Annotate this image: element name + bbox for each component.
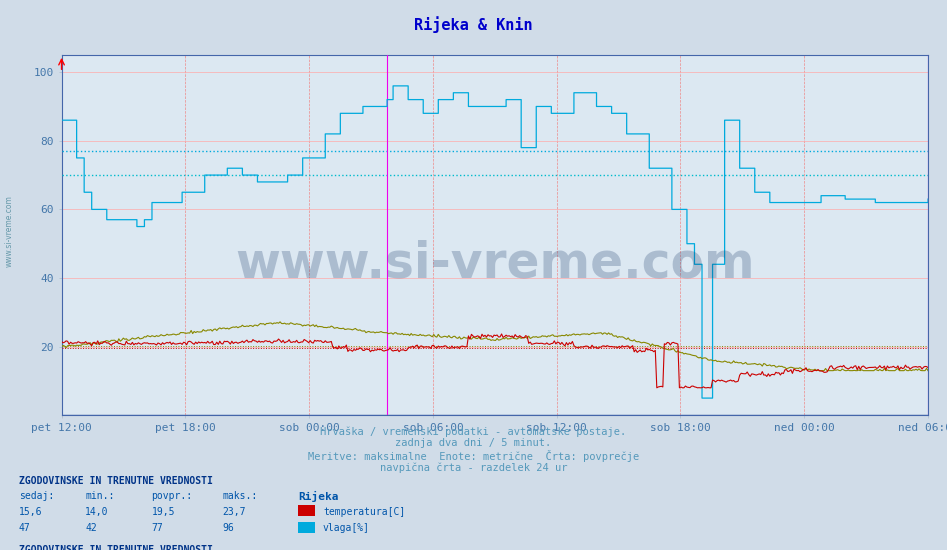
Text: 96: 96 [223, 523, 234, 533]
Text: povpr.:: povpr.: [152, 491, 192, 501]
Text: maks.:: maks.: [223, 491, 258, 501]
Text: Meritve: maksimalne  Enote: metrične  Črta: povprečje: Meritve: maksimalne Enote: metrične Črta… [308, 450, 639, 463]
Text: navpična črta - razdelek 24 ur: navpična črta - razdelek 24 ur [380, 463, 567, 473]
Text: zadnja dva dni / 5 minut.: zadnja dva dni / 5 minut. [396, 438, 551, 448]
Text: ZGODOVINSKE IN TRENUTNE VREDNOSTI: ZGODOVINSKE IN TRENUTNE VREDNOSTI [19, 545, 213, 550]
Text: temperatura[C]: temperatura[C] [323, 507, 405, 516]
Text: Rijeka: Rijeka [298, 491, 339, 502]
Text: 77: 77 [152, 523, 163, 533]
Text: 42: 42 [85, 523, 97, 533]
Text: min.:: min.: [85, 491, 115, 501]
Text: Rijeka & Knin: Rijeka & Knin [414, 16, 533, 33]
Text: vlaga[%]: vlaga[%] [323, 523, 370, 533]
Text: 14,0: 14,0 [85, 507, 109, 516]
Text: www.si-vreme.com: www.si-vreme.com [235, 240, 755, 288]
Text: 23,7: 23,7 [223, 507, 246, 516]
Text: www.si-vreme.com: www.si-vreme.com [5, 195, 14, 267]
Text: 47: 47 [19, 523, 30, 533]
Text: 15,6: 15,6 [19, 507, 43, 516]
Text: Hrvaška / vremenski podatki - avtomatske postaje.: Hrvaška / vremenski podatki - avtomatske… [320, 426, 627, 437]
Text: sedaj:: sedaj: [19, 491, 54, 501]
Text: 19,5: 19,5 [152, 507, 175, 516]
Text: ZGODOVINSKE IN TRENUTNE VREDNOSTI: ZGODOVINSKE IN TRENUTNE VREDNOSTI [19, 476, 213, 486]
